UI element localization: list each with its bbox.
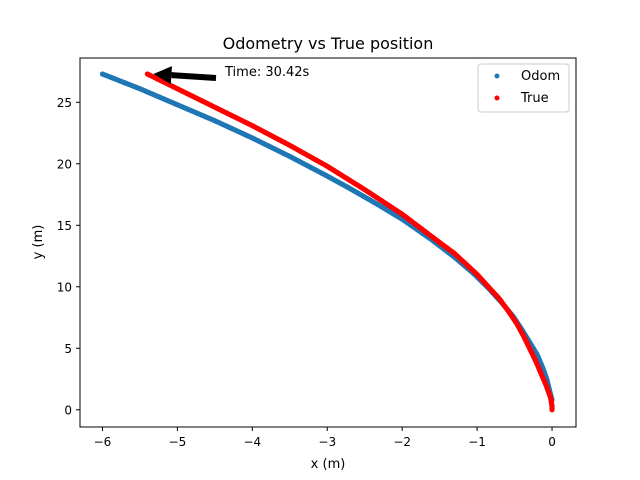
y-tick-label: 10: [57, 280, 72, 294]
series-true: [144, 71, 555, 413]
y-tick-label: 0: [64, 403, 72, 417]
chart-title: Odometry vs True position: [223, 34, 434, 53]
y-axis: 0 5 10 15 20 25: [57, 96, 80, 417]
x-axis: −6 −5 −4 −3 −2 −1 0: [94, 427, 556, 449]
y-tick-label: 25: [57, 96, 72, 110]
y-axis-label: y (m): [31, 225, 46, 260]
x-tick-label: −4: [243, 435, 261, 449]
true-point: [144, 71, 151, 77]
legend-marker-odom: [494, 73, 500, 79]
plot-area: Time: 30.42s: [79, 57, 577, 428]
x-tick-label: −6: [94, 435, 112, 449]
x-tick-label: −5: [169, 435, 187, 449]
axes-frame: [79, 57, 577, 428]
x-tick-label: −3: [318, 435, 336, 449]
y-tick-label: 15: [57, 219, 72, 233]
x-tick-label: −1: [468, 435, 486, 449]
legend-box: [477, 63, 570, 113]
x-tick-label: 0: [548, 435, 556, 449]
annotation-layer: Time: 30.42s: [153, 65, 310, 85]
x-axis-label: x (m): [311, 457, 346, 472]
annotation-arrow-shaft: [171, 72, 217, 81]
y-tick-label: 5: [64, 342, 72, 356]
legend-label-odom: Odom: [521, 69, 560, 84]
y-tick-label: 20: [57, 157, 72, 171]
legend-label-true: True: [520, 91, 549, 106]
x-tick-label: −2: [393, 435, 411, 449]
odom-point: [99, 71, 106, 77]
series-layer: [99, 71, 555, 413]
legend-marker-true: [494, 95, 500, 101]
axes-background: [80, 58, 576, 427]
annotation-label: Time: 30.42s: [224, 65, 310, 80]
legend: Odom True: [477, 63, 570, 113]
annotation-arrow-head: [153, 66, 172, 85]
